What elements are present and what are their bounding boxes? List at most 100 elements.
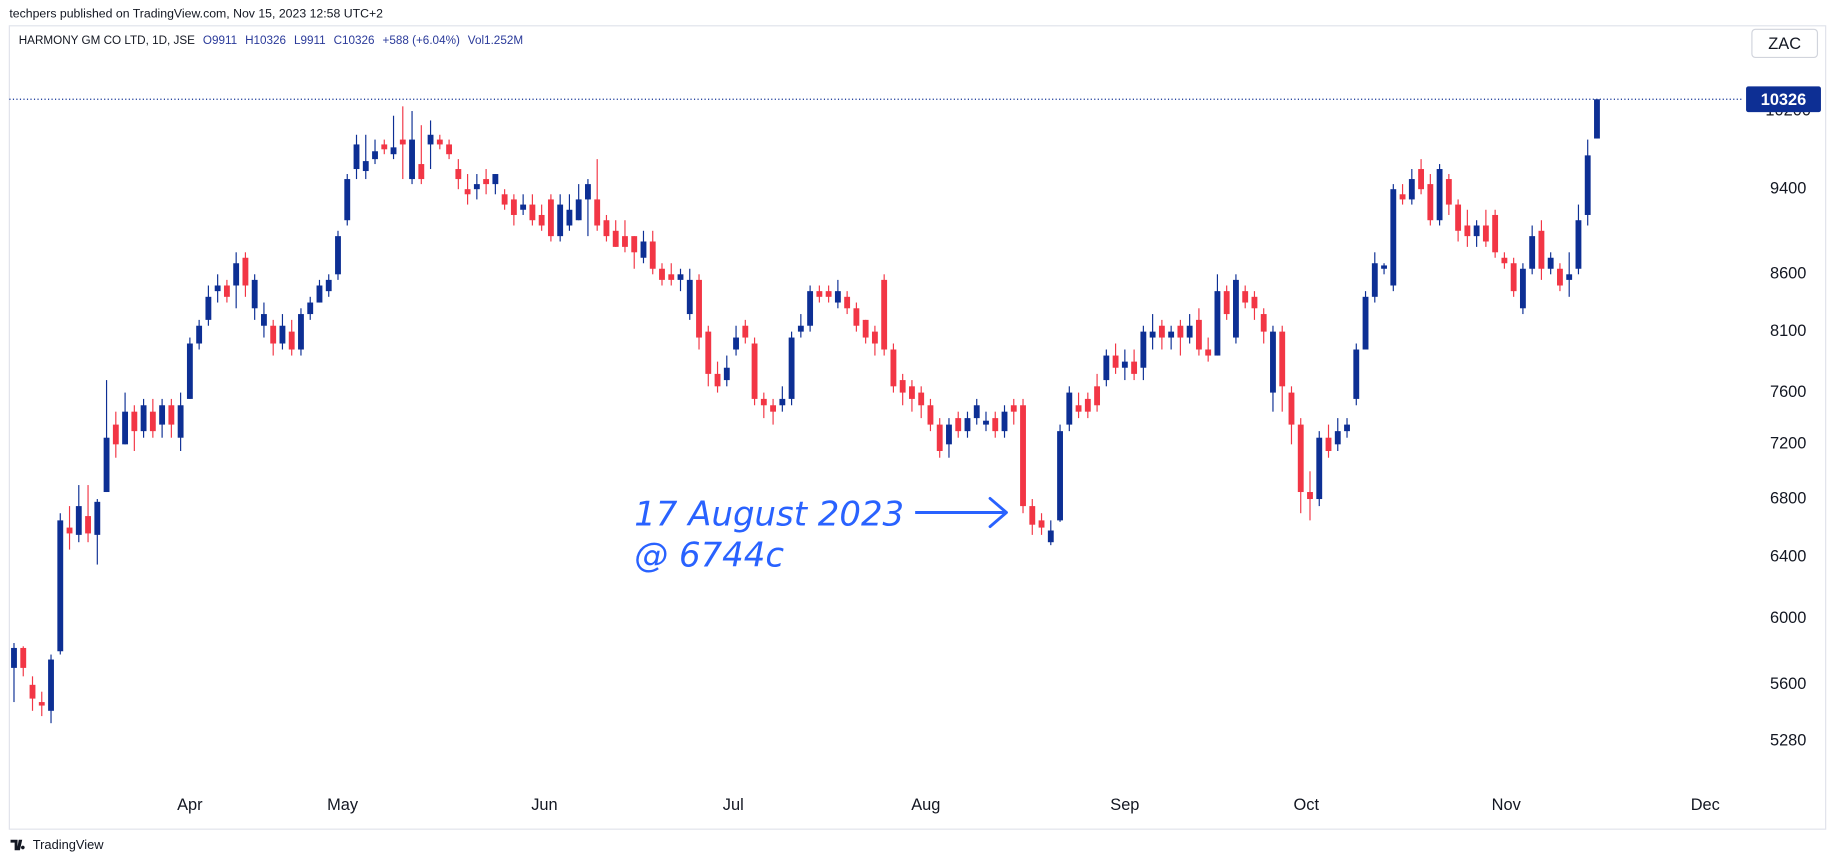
candle-body — [871, 331, 878, 344]
candle-body — [770, 405, 777, 412]
x-tick-label: Jun — [531, 796, 557, 814]
last-price-box — [1746, 86, 1821, 113]
candle-body — [261, 314, 267, 326]
candle-body — [1538, 230, 1545, 269]
legend-value: Vol1.252M — [468, 34, 523, 47]
candle-body — [1094, 386, 1101, 406]
candle-body — [307, 302, 314, 315]
candle-body — [1436, 169, 1443, 221]
candle-body — [1445, 179, 1452, 205]
candle-body — [696, 279, 702, 338]
candle-body — [686, 279, 693, 315]
candle-body — [983, 420, 989, 425]
candle-body — [418, 164, 425, 180]
candle-body — [510, 199, 517, 215]
candle-body — [1270, 331, 1276, 393]
legend-value: +588 (+6.04%) — [383, 34, 460, 47]
candle-body — [1288, 392, 1295, 425]
candle-body — [57, 520, 64, 652]
candle-body — [223, 285, 230, 297]
candle-body — [973, 405, 980, 419]
candle-body — [760, 398, 767, 406]
chart-header: HARMONY GM CO LTD, 1D, JSE O9911 H10326 … — [19, 34, 523, 47]
candle-body — [1158, 325, 1165, 338]
candle-body — [1381, 265, 1387, 269]
y-tick-label: 6000 — [1770, 609, 1806, 627]
legend-value: H10326 — [245, 34, 286, 47]
candle-body — [1260, 314, 1267, 332]
candle-body — [381, 144, 388, 150]
candle-body — [668, 274, 675, 280]
candle-body — [992, 418, 999, 432]
candle-body — [298, 314, 304, 350]
candle-body — [640, 241, 647, 258]
candle-body — [409, 139, 415, 180]
candle-body — [270, 325, 277, 344]
candle-body — [520, 204, 527, 210]
candle-body — [1482, 225, 1489, 242]
candle-body — [1075, 405, 1082, 412]
candle-body — [1455, 204, 1462, 231]
candle-body — [103, 437, 110, 493]
candle-body — [1121, 361, 1128, 368]
currency-box[interactable] — [1751, 28, 1819, 59]
candle-body — [251, 279, 258, 309]
arrow-head — [988, 496, 1008, 529]
candle-body — [279, 325, 286, 344]
candle-body — [677, 274, 684, 280]
candle-body — [353, 144, 360, 170]
candle-body — [779, 398, 786, 406]
candle-body — [936, 424, 943, 452]
candle-body — [75, 506, 82, 535]
candles — [11, 99, 1600, 724]
candle-body — [538, 214, 545, 226]
candle-body — [733, 337, 739, 350]
candle-body — [372, 151, 378, 160]
candle-body — [1362, 296, 1369, 350]
legend-value: L9911 — [294, 34, 326, 47]
candle-body — [1131, 361, 1138, 374]
x-tick-label: Apr — [177, 796, 203, 814]
candle-body — [1001, 411, 1008, 432]
candle-body — [1242, 291, 1249, 303]
candle-body — [29, 684, 36, 699]
candle-body — [464, 189, 471, 195]
candle-body — [483, 179, 490, 185]
legend-value: C10326 — [334, 34, 375, 47]
candle-body — [66, 527, 73, 534]
y-tick-label: 9400 — [1770, 180, 1806, 198]
candle-body — [899, 380, 906, 393]
candle-body — [1547, 257, 1554, 269]
currency[interactable]: ZAC — [1768, 35, 1801, 53]
x-tick-label: Jul — [723, 796, 744, 814]
candle-body — [1399, 194, 1406, 200]
candle-body — [316, 285, 323, 303]
candle-body — [214, 285, 221, 292]
candle-body — [1492, 214, 1499, 253]
candle-body — [1519, 268, 1526, 309]
candle-body — [1353, 349, 1360, 399]
x-tick-label: Oct — [1294, 796, 1320, 814]
candle-body — [48, 659, 54, 711]
candle-body — [1251, 296, 1258, 309]
candle-body — [168, 405, 175, 425]
candle-body — [631, 236, 638, 253]
candle-body — [1418, 169, 1425, 190]
candle-body — [112, 424, 119, 445]
candle-body — [1584, 155, 1591, 215]
chart-frame — [8, 25, 1827, 830]
candle-body — [825, 291, 832, 297]
y-tick-label: 5600 — [1770, 675, 1806, 693]
candle-body — [723, 367, 730, 381]
candle-body — [807, 291, 814, 326]
candle-body — [20, 647, 27, 668]
candle-body — [390, 147, 397, 155]
candle-body — [177, 405, 184, 438]
candle-body — [1149, 331, 1156, 338]
candle-body — [186, 343, 193, 399]
candle-body — [1594, 99, 1600, 139]
candle-body — [1575, 220, 1582, 269]
candle-body — [1223, 291, 1230, 315]
